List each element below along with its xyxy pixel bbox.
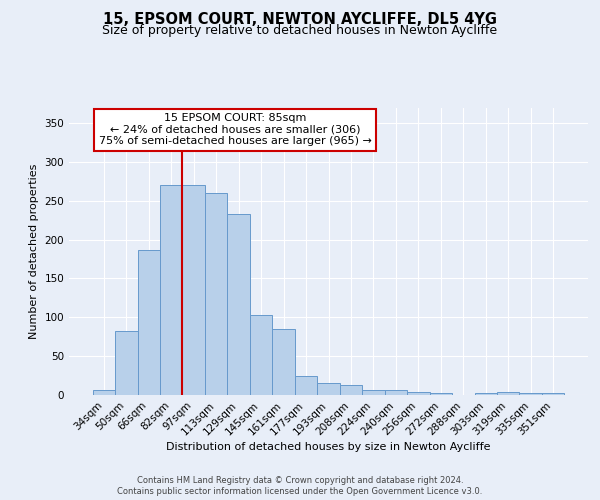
Bar — [160, 185, 182, 395]
Text: 15 EPSOM COURT: 85sqm
← 24% of detached houses are smaller (306)
75% of semi-det: 15 EPSOM COURT: 85sqm ← 24% of detached … — [98, 114, 371, 146]
Bar — [430, 392, 452, 395]
X-axis label: Distribution of detached houses by size in Newton Aycliffe: Distribution of detached houses by size … — [166, 442, 491, 452]
Bar — [92, 390, 115, 395]
Bar — [115, 332, 137, 395]
Bar — [542, 392, 565, 395]
Bar — [250, 315, 272, 395]
Text: Size of property relative to detached houses in Newton Aycliffe: Size of property relative to detached ho… — [103, 24, 497, 37]
Bar — [497, 392, 520, 395]
Text: Contains public sector information licensed under the Open Government Licence v3: Contains public sector information licen… — [118, 488, 482, 496]
Text: Contains HM Land Registry data © Crown copyright and database right 2024.: Contains HM Land Registry data © Crown c… — [137, 476, 463, 485]
Bar — [227, 214, 250, 395]
Bar — [385, 390, 407, 395]
Bar — [272, 329, 295, 395]
Bar — [182, 185, 205, 395]
Bar — [362, 390, 385, 395]
Bar — [137, 250, 160, 395]
Bar — [340, 385, 362, 395]
Bar — [295, 376, 317, 395]
Text: 15, EPSOM COURT, NEWTON AYCLIFFE, DL5 4YG: 15, EPSOM COURT, NEWTON AYCLIFFE, DL5 4Y… — [103, 12, 497, 28]
Y-axis label: Number of detached properties: Number of detached properties — [29, 164, 39, 339]
Bar — [475, 392, 497, 395]
Bar — [317, 384, 340, 395]
Bar — [407, 392, 430, 395]
Bar — [520, 392, 542, 395]
Bar — [205, 193, 227, 395]
